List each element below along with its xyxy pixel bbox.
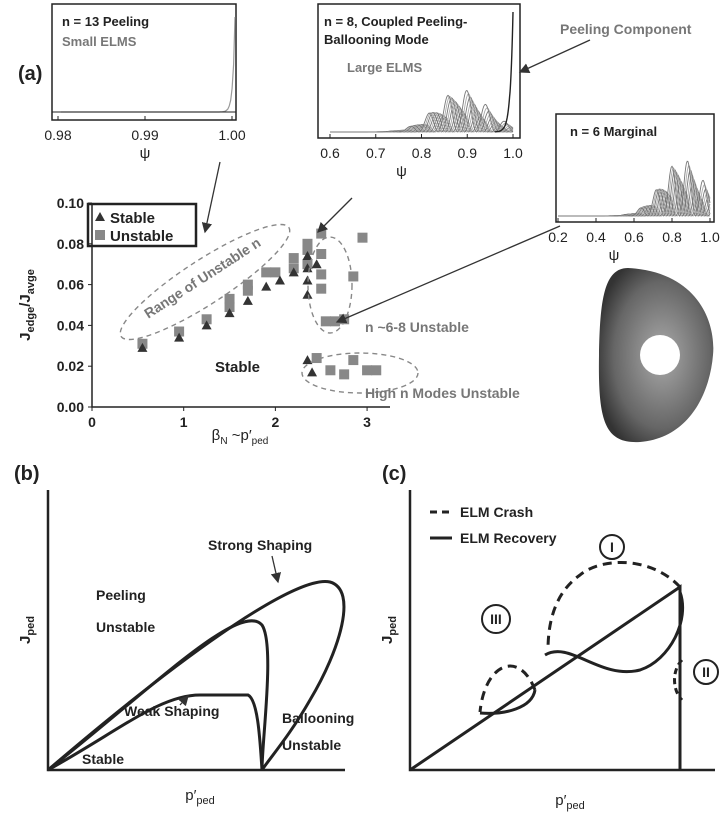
inset-title: n = 8, Coupled Peeling-	[324, 14, 467, 29]
y-tick-label: 0.06	[57, 277, 84, 293]
arrow	[205, 162, 220, 232]
plasma-hole	[640, 335, 680, 375]
annotation: Stable	[215, 359, 260, 376]
inset-title: n = 6 Marginal	[570, 124, 657, 139]
recovery-path	[480, 690, 535, 713]
x-tick-label: 0.8	[412, 145, 432, 161]
inset-subtitle: Large ELMS	[347, 60, 422, 75]
data-point	[307, 367, 317, 376]
data-point	[243, 296, 253, 305]
axes	[48, 490, 345, 770]
x-tick-label: 0.6	[320, 145, 340, 161]
data-point	[289, 253, 299, 263]
legend-marker	[95, 212, 105, 221]
x-axis-label: p′ped	[185, 787, 215, 807]
data-point	[371, 365, 381, 375]
label: Weak Shaping	[124, 703, 219, 719]
x-tick-label: 0.6	[624, 229, 644, 245]
y-axis-label: Jped	[17, 616, 37, 644]
inset-subtitle: Small ELMS	[62, 34, 137, 49]
data-point	[316, 249, 326, 259]
data-point	[312, 259, 322, 268]
y-tick-label: 0.08	[57, 236, 84, 252]
arrow	[272, 556, 278, 582]
legend-label: Stable	[110, 210, 155, 227]
label: Unstable	[96, 619, 155, 635]
legend-label: Unstable	[110, 228, 173, 245]
panel-label: (c)	[382, 463, 406, 485]
arrow	[337, 226, 560, 322]
data-point	[316, 269, 326, 279]
y-axis-label: Jedge/Javge	[17, 269, 37, 341]
x-axis-label: ψ	[396, 163, 407, 180]
data-point	[316, 229, 326, 239]
data-point	[261, 267, 271, 277]
label: Unstable	[282, 737, 341, 753]
arrow	[318, 198, 352, 232]
x-tick-label: 0.2	[548, 229, 568, 245]
data-point	[348, 355, 358, 365]
data-point	[362, 365, 372, 375]
x-axis-label: p′ped	[555, 792, 585, 812]
x-tick-label: 3	[363, 414, 371, 430]
annotation: High n Modes Unstable	[365, 385, 520, 401]
crash-path	[548, 562, 680, 650]
x-tick-label: 0.8	[662, 229, 682, 245]
x-tick-label: 0	[88, 414, 96, 430]
legend-label: ELM Recovery	[460, 530, 557, 546]
y-tick-label: 0.04	[57, 317, 84, 333]
x-tick-label: 1.0	[700, 229, 720, 245]
axes	[410, 490, 715, 770]
data-point	[357, 233, 367, 243]
data-point	[348, 271, 358, 281]
data-point	[261, 282, 271, 291]
x-tick-label: 1.00	[218, 127, 245, 143]
y-tick-label: 0.00	[57, 399, 84, 415]
arrow	[520, 40, 590, 72]
panel-label: (b)	[14, 463, 40, 485]
stage-label: III	[490, 611, 502, 627]
y-tick-label: 0.02	[57, 358, 84, 374]
data-point	[270, 267, 280, 277]
x-tick-label: 0.7	[366, 145, 386, 161]
x-tick-label: 0.9	[458, 145, 478, 161]
panel-label: (a)	[18, 63, 42, 85]
stage-label: I	[610, 539, 614, 555]
label: Stable	[82, 751, 124, 767]
legend-marker	[95, 230, 105, 240]
inset-title: Ballooning Mode	[324, 32, 429, 47]
recovery-path	[410, 587, 680, 770]
data-point	[316, 284, 326, 294]
x-axis-label: βN ~p′ped	[212, 427, 269, 447]
label: Peeling	[96, 587, 146, 603]
data-point	[302, 239, 312, 249]
annotation: n ~6-8 Unstable	[365, 319, 469, 335]
data-point	[325, 365, 335, 375]
data-point	[321, 316, 331, 326]
x-axis-label: ψ	[140, 145, 151, 162]
y-axis-label: Jped	[379, 616, 399, 644]
label: Strong Shaping	[208, 537, 312, 553]
x-axis-label: ψ	[609, 247, 620, 264]
data-point	[302, 290, 312, 299]
data-point	[339, 369, 349, 379]
x-tick-label: 0.98	[44, 127, 71, 143]
annotation: Range of Unstable n	[141, 234, 263, 321]
annotation: Peeling Component	[560, 21, 692, 37]
x-tick-label: 0.4	[586, 229, 606, 245]
legend-label: ELM Crash	[460, 504, 533, 520]
x-tick-label: 0.99	[131, 127, 158, 143]
x-tick-label: 1.0	[503, 145, 523, 161]
figure: (a) 0.000.020.040.060.080.100123StableUn…	[0, 0, 724, 817]
inset-title: n = 13 Peeling	[62, 14, 149, 29]
label: Ballooning	[282, 710, 354, 726]
x-tick-label: 2	[271, 414, 279, 430]
y-tick-label: 0.10	[57, 195, 84, 211]
stage-label: II	[702, 664, 710, 680]
x-tick-label: 1	[180, 414, 188, 430]
